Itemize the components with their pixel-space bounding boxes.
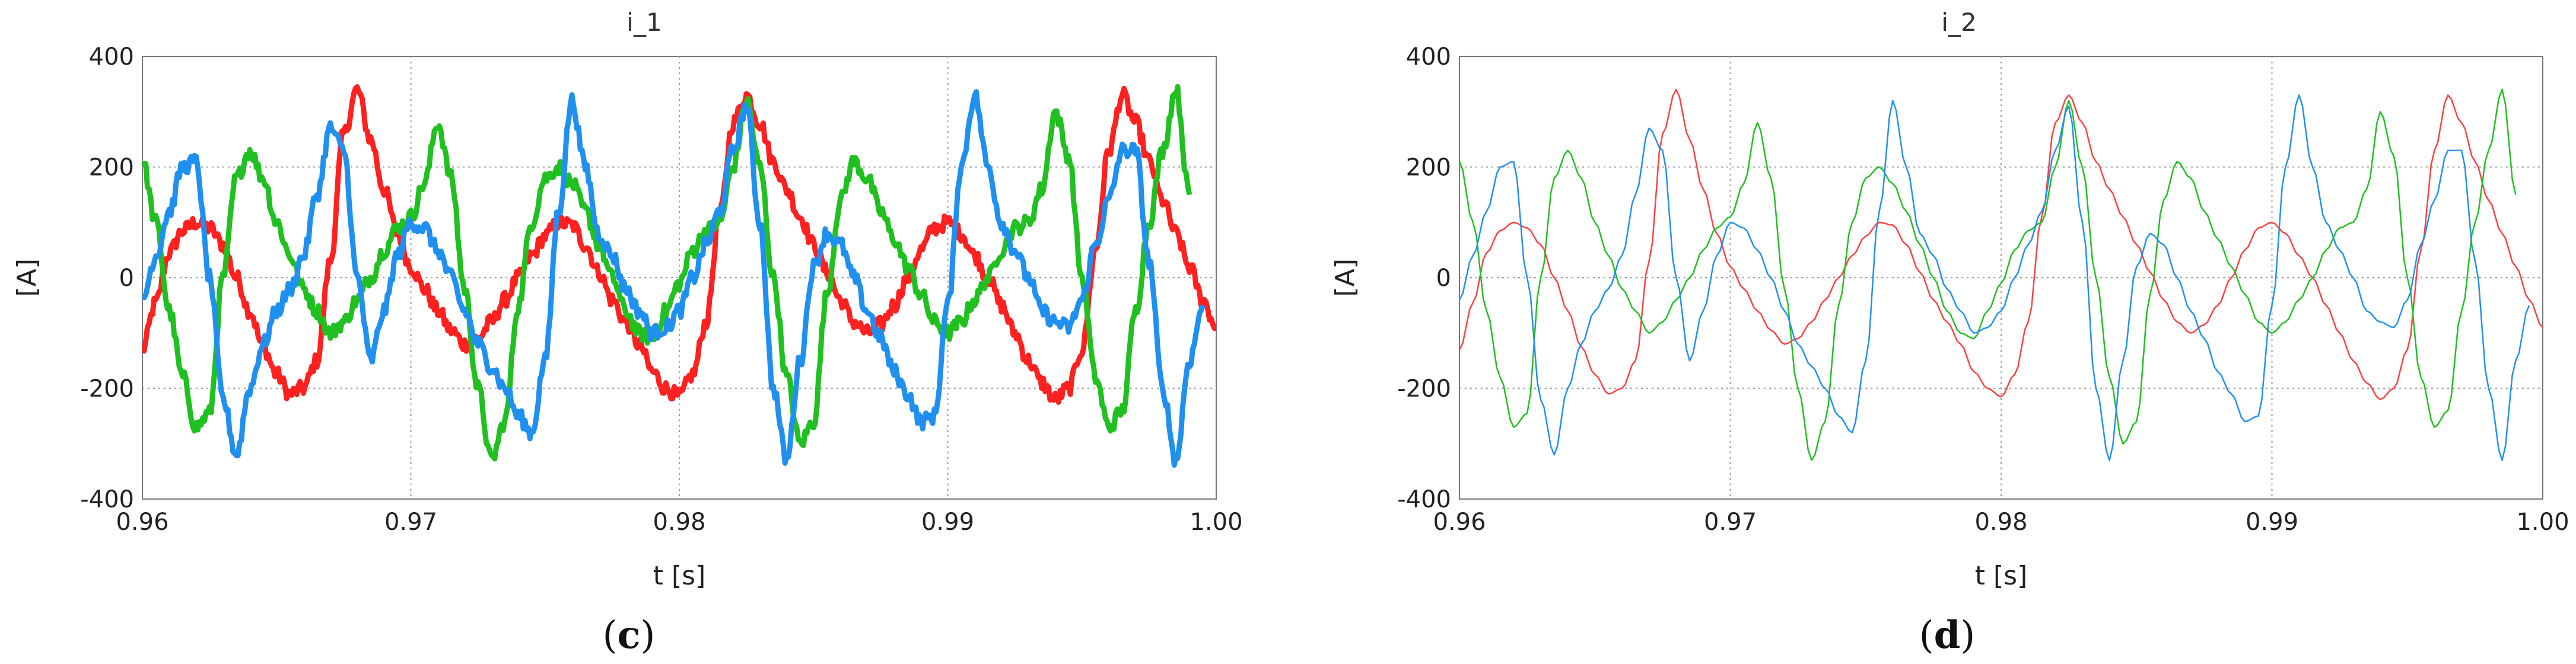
x-axis-label: t [s] <box>1975 561 2028 591</box>
x-tick-label: 0.97 <box>1704 509 1757 536</box>
series-line-1 <box>1459 88 2517 461</box>
y-tick-label: -400 <box>1397 486 1451 513</box>
y-tick-labels: 400 200 0 -200 -400 <box>80 43 134 513</box>
panel-caption: (c) <box>603 613 656 657</box>
x-axis-label: t [s] <box>653 561 706 591</box>
x-tick-label: 0.99 <box>2246 509 2298 536</box>
chart-title: i_2 <box>1941 8 1976 37</box>
x-tick-label: 0.97 <box>384 509 437 536</box>
y-tick-label: 400 <box>89 43 134 71</box>
x-tick-label: 0.96 <box>1433 509 1486 536</box>
chart-panel-d: i_2 0.96 0.97 0.98 0.99 1.00 400 200 0 -200 -400… <box>1330 8 2569 657</box>
chart-title: i_1 <box>626 8 662 37</box>
plot-area <box>1459 56 2543 500</box>
y-tick-label: 200 <box>1406 154 1451 182</box>
x-tick-label: 1.00 <box>1190 509 1242 536</box>
x-tick-label: 0.98 <box>653 509 705 536</box>
x-tick-labels: 0.96 0.97 0.98 0.99 1.00 <box>116 509 1242 536</box>
panel-caption: (d) <box>1919 613 1976 657</box>
x-tick-label: 0.99 <box>921 509 974 536</box>
x-tick-label: 0.96 <box>116 509 168 536</box>
y-tick-label: 0 <box>119 265 134 292</box>
series-line-0 <box>1459 88 2543 401</box>
series-layer <box>142 84 1216 468</box>
series-line-2 <box>142 89 1206 468</box>
y-tick-label: -400 <box>80 486 134 513</box>
series-line-1 <box>142 84 1192 462</box>
x-tick-label: 0.98 <box>1974 509 2027 536</box>
y-tick-label: 400 <box>1406 43 1451 71</box>
chart-panel-c: i_1 0.96 0.97 0.98 0.99 1.00 400 200 0 -200 -400… <box>12 8 1243 657</box>
series-layer <box>1459 88 2543 461</box>
grid <box>142 56 1216 499</box>
series-line-0 <box>142 84 1216 405</box>
y-tick-label: -200 <box>80 376 134 403</box>
y-axis-label: [A] <box>1330 259 1360 297</box>
y-tick-labels: 400 200 0 -200 -400 <box>1397 43 1451 513</box>
grid <box>1459 56 2543 499</box>
x-tick-label: 1.00 <box>2516 509 2569 536</box>
y-tick-label: 200 <box>89 154 134 182</box>
y-tick-label: -200 <box>1397 376 1451 403</box>
y-tick-label: 0 <box>1436 265 1451 292</box>
series-line-2 <box>1459 94 2530 461</box>
x-tick-labels: 0.96 0.97 0.98 0.99 1.00 <box>1433 509 2569 536</box>
y-axis-label: [A] <box>12 259 42 297</box>
